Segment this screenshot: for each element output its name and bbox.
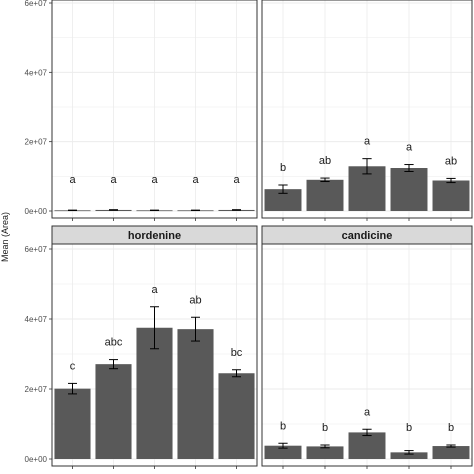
facet-strip <box>51 225 258 245</box>
y-tick-label: 0e+00 <box>25 207 48 216</box>
significance-letter: bc <box>231 347 243 359</box>
bar <box>432 446 470 459</box>
panel-border <box>261 0 473 219</box>
y-axis-label: Mean (Area) <box>0 212 10 262</box>
significance-letter: b <box>322 422 328 434</box>
significance-letter: a <box>364 136 371 148</box>
y-tick-label: 6e+07 <box>25 245 48 254</box>
significance-letter: a <box>233 174 240 186</box>
y-tick-label: 4e+07 <box>25 68 48 77</box>
facet-strip-label: candicine <box>342 230 393 242</box>
significance-letter: c <box>70 360 76 372</box>
significance-letter: ab <box>319 155 331 167</box>
bar <box>390 452 428 459</box>
y-tick-label: 2e+07 <box>25 138 48 147</box>
panel-3: c abc a ab bc hordenine 0e+00 2e+07 4e+07 6e+07 <box>25 225 258 469</box>
y-tick-label: 0e+00 <box>25 455 48 464</box>
y-tick-label: 4e+07 <box>25 315 48 324</box>
bar <box>264 189 302 211</box>
bar <box>54 388 91 459</box>
significance-letter: a <box>110 174 117 186</box>
significance-letter: b <box>280 162 286 174</box>
bar <box>95 364 132 459</box>
bar <box>306 179 344 211</box>
facet-strip-label: hordenine <box>128 230 181 242</box>
panel-4: b b a b b candicine <box>261 225 473 469</box>
significance-letter: b <box>280 420 286 432</box>
significance-letter: b <box>406 422 412 434</box>
bar <box>432 180 470 211</box>
bar <box>264 445 302 459</box>
bar <box>136 327 173 459</box>
panel-1: a a a a a 0e+00 2e+07 4e+07 6e+07 <box>25 0 258 221</box>
facet-strip <box>261 225 473 245</box>
significance-letter: a <box>192 174 199 186</box>
significance-letter: b <box>448 422 454 434</box>
significance-letter: a <box>151 284 158 296</box>
bar <box>348 432 386 459</box>
bar <box>177 329 214 459</box>
significance-letter: abc <box>105 337 123 349</box>
bar <box>390 168 428 211</box>
panel-border <box>51 0 258 219</box>
panel-2: b ab a a ab <box>261 0 473 221</box>
y-tick-label: 6e+07 <box>25 0 48 8</box>
significance-letter: a <box>406 142 413 154</box>
significance-letter: ab <box>445 155 457 167</box>
bar <box>306 446 344 459</box>
significance-letter: a <box>364 406 371 418</box>
y-tick-label: 2e+07 <box>25 385 48 394</box>
significance-letter: a <box>151 174 158 186</box>
bar <box>218 373 255 459</box>
significance-letter: a <box>69 174 76 186</box>
significance-letter: ab <box>189 294 201 306</box>
